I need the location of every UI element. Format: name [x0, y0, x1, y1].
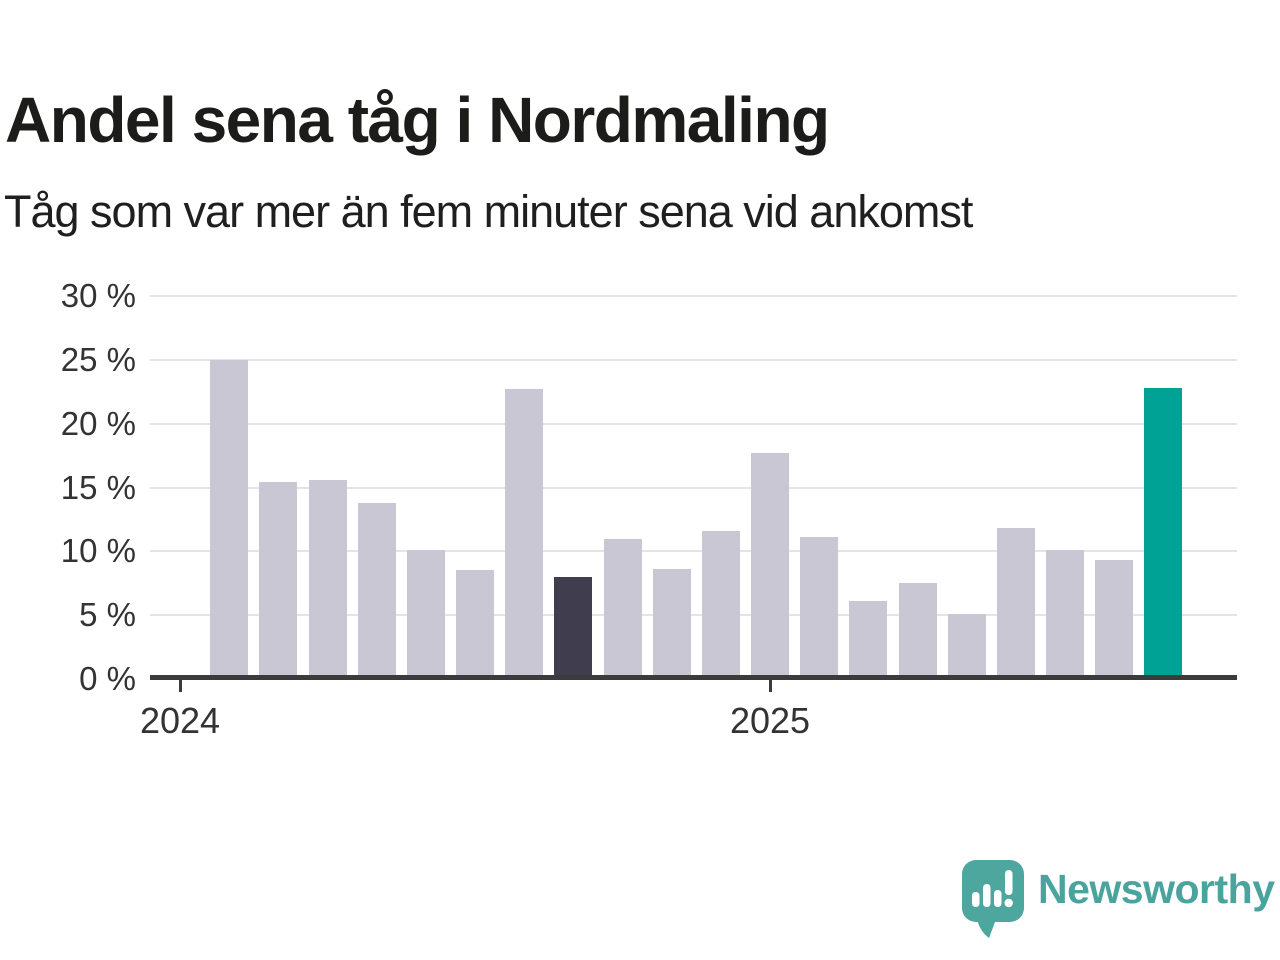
gridline-10 [150, 550, 1237, 553]
gridline-25 [150, 358, 1237, 361]
x-axis-line [150, 675, 1237, 680]
bar-6 [456, 570, 495, 679]
gridline-30 [150, 295, 1237, 297]
bar-17 [996, 528, 1035, 679]
y-axis-label-10: 10 % [60, 532, 136, 570]
y-axis-label-30: 30 % [60, 277, 136, 314]
bar-12 [751, 453, 790, 679]
newsworthy-logo: Newsworthy [962, 860, 1275, 940]
bar-16 [947, 613, 986, 679]
bar-1 [210, 359, 249, 679]
logo-brand-text: Newsworthy [1038, 866, 1275, 912]
bar-5 [406, 550, 445, 679]
y-axis-label-5: 5 % [79, 596, 136, 634]
gridline-20 [150, 422, 1237, 425]
page-subtitle: Tåg som var mer än fem minuter sena vid … [4, 186, 973, 237]
bar-15 [898, 583, 937, 679]
bar-13 [800, 537, 839, 679]
bar-4 [357, 502, 396, 679]
y-axis-label-25: 25 % [60, 340, 136, 378]
bar-9 [603, 538, 642, 679]
page-title: Andel sena tåg i Nordmaling [5, 83, 830, 156]
gridline-15 [150, 486, 1237, 489]
bar-2 [259, 482, 298, 679]
logo-speech-bubble-icon [962, 860, 1024, 938]
y-axis-label-0: 0 % [79, 660, 136, 697]
bar-11 [701, 530, 740, 679]
x-tick-2025 [768, 677, 772, 692]
y-axis-label-20: 20 % [60, 404, 136, 442]
bar-14 [849, 601, 888, 679]
bar-3 [308, 479, 347, 679]
gridline-5 [150, 614, 1237, 617]
bar-8-dark-highlight [554, 576, 593, 679]
x-axis-label-2025: 2025 [729, 700, 811, 741]
bar-7 [505, 389, 544, 679]
bar-18 [1046, 550, 1085, 679]
bar-10 [652, 569, 691, 679]
y-axis-label-15: 15 % [60, 468, 136, 506]
bar-19 [1095, 560, 1134, 679]
x-tick-2024 [178, 677, 182, 692]
bar-20-accent-highlight [1144, 387, 1183, 679]
x-axis-label-2024: 2024 [139, 700, 221, 741]
